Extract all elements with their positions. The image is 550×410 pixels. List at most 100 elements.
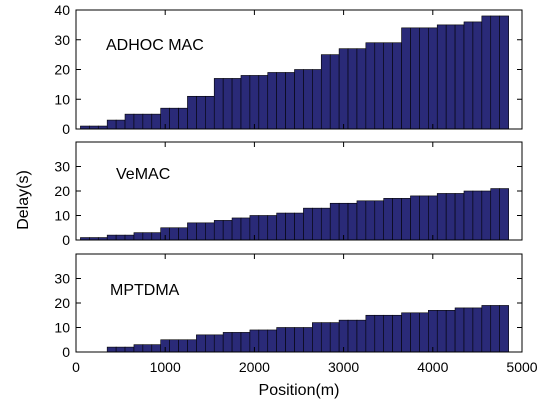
bar-3-4 <box>106 346 117 353</box>
bar-2-26 <box>303 207 313 241</box>
bar-3-34 <box>374 314 385 353</box>
bar-3-40 <box>427 310 438 353</box>
bar-3-27 <box>312 322 322 353</box>
bar-2-22 <box>267 215 278 241</box>
bar-3-28 <box>320 322 331 353</box>
bar-2-16 <box>213 220 224 241</box>
x-tick-label: 4000 <box>417 359 448 375</box>
bar-3-42 <box>445 310 456 353</box>
bar-2-24 <box>285 212 295 241</box>
x-axis: 0 1000 2000 3000 4000 5000 <box>72 359 538 375</box>
y-tick-label: 10 <box>54 91 70 107</box>
bar-3-21 <box>258 329 269 353</box>
panel-3: 0 10 20 30 MPTDMA <box>54 253 523 360</box>
bar-3-32 <box>356 319 367 353</box>
bar-1-35 <box>383 42 394 130</box>
bar-1-44 <box>463 21 474 130</box>
bar-2-13 <box>187 222 197 241</box>
bar-2-37 <box>401 198 411 241</box>
y-tick-label: 30 <box>54 271 70 287</box>
bar-2-38 <box>410 195 420 241</box>
y-tick-label: 20 <box>54 62 70 78</box>
bar-3-46 <box>481 305 492 353</box>
bar-2-23 <box>276 212 286 241</box>
bar-3-5 <box>115 346 126 353</box>
bar-2-44 <box>463 190 474 241</box>
bar-1-17 <box>222 78 233 130</box>
bar-2-47 <box>490 188 501 241</box>
y-tick-label: 20 <box>54 183 70 199</box>
bar-3-47 <box>490 305 501 353</box>
bar-3-43 <box>454 307 465 353</box>
y-tick-label: 0 <box>62 232 70 248</box>
bar-3-24 <box>285 327 295 353</box>
bar-1-34 <box>374 42 385 130</box>
bar-1-14 <box>196 95 206 130</box>
bar-3-35 <box>383 314 394 353</box>
y-tick-label: 30 <box>54 32 70 48</box>
bar-3-33 <box>365 314 376 353</box>
bar-2-40 <box>427 195 438 241</box>
bar-1-38 <box>410 27 420 130</box>
bar-1-9 <box>151 113 162 130</box>
bar-1-47 <box>490 15 501 130</box>
bar-3-37 <box>401 312 411 353</box>
bar-2-34 <box>374 200 385 241</box>
bar-2-42 <box>445 193 456 241</box>
bar-3-29 <box>329 322 340 353</box>
bar-1-12 <box>178 107 188 130</box>
bar-3-25 <box>294 327 304 353</box>
bar-1-4 <box>106 119 117 130</box>
bar-3-14 <box>196 334 206 353</box>
y-tick-label: 0 <box>62 121 70 137</box>
bar-1-7 <box>133 113 144 130</box>
bar-2-19 <box>240 217 251 241</box>
bar-3-6 <box>124 346 135 353</box>
bar-1-5 <box>115 119 126 130</box>
bar-3-41 <box>436 310 447 353</box>
bar-3-22 <box>267 329 278 353</box>
bar-1-42 <box>445 24 456 130</box>
bar-3-12 <box>178 339 188 353</box>
bar-3-36 <box>392 314 402 353</box>
bar-1-15 <box>205 95 215 130</box>
bar-3-7 <box>133 344 144 353</box>
bar-2-46 <box>481 190 492 241</box>
bar-1-19 <box>240 75 251 130</box>
bar-2-35 <box>383 198 394 241</box>
bar-3-9 <box>151 344 162 353</box>
bar-2-25 <box>294 212 304 241</box>
bar-2-48 <box>499 188 509 241</box>
bar-1-18 <box>231 78 242 130</box>
bar-3-23 <box>276 327 286 353</box>
bar-1-33 <box>365 42 376 130</box>
panel-title: ADHOC MAC <box>106 37 204 54</box>
bar-3-15 <box>205 334 215 353</box>
y-tick-label: 40 <box>54 2 70 18</box>
y-axis-label: Delay(s) <box>15 170 32 230</box>
bar-1-45 <box>472 21 483 130</box>
bar-1-23 <box>276 72 286 130</box>
bar-3-48 <box>499 305 509 353</box>
x-tick-label: 3000 <box>328 359 359 375</box>
bar-2-4 <box>106 234 117 241</box>
bar-1-13 <box>187 95 197 130</box>
bar-2-36 <box>392 198 402 241</box>
bar-1-11 <box>169 107 179 130</box>
bar-2-41 <box>436 193 447 241</box>
bar-3-11 <box>169 339 179 353</box>
bar-3-31 <box>347 319 358 353</box>
bar-1-43 <box>454 24 465 130</box>
bar-2-17 <box>222 220 233 241</box>
bar-1-25 <box>294 69 304 130</box>
bar-2-6 <box>124 234 135 241</box>
bar-1-24 <box>285 72 295 130</box>
bar-1-41 <box>436 24 447 130</box>
bar-1-8 <box>142 113 153 130</box>
bar-1-48 <box>499 15 509 130</box>
y-tick-label: 10 <box>54 320 70 336</box>
bar-1-40 <box>427 27 438 130</box>
bar-1-16 <box>213 78 224 130</box>
bar-2-15 <box>205 222 215 241</box>
y-tick-label: 30 <box>54 159 70 175</box>
